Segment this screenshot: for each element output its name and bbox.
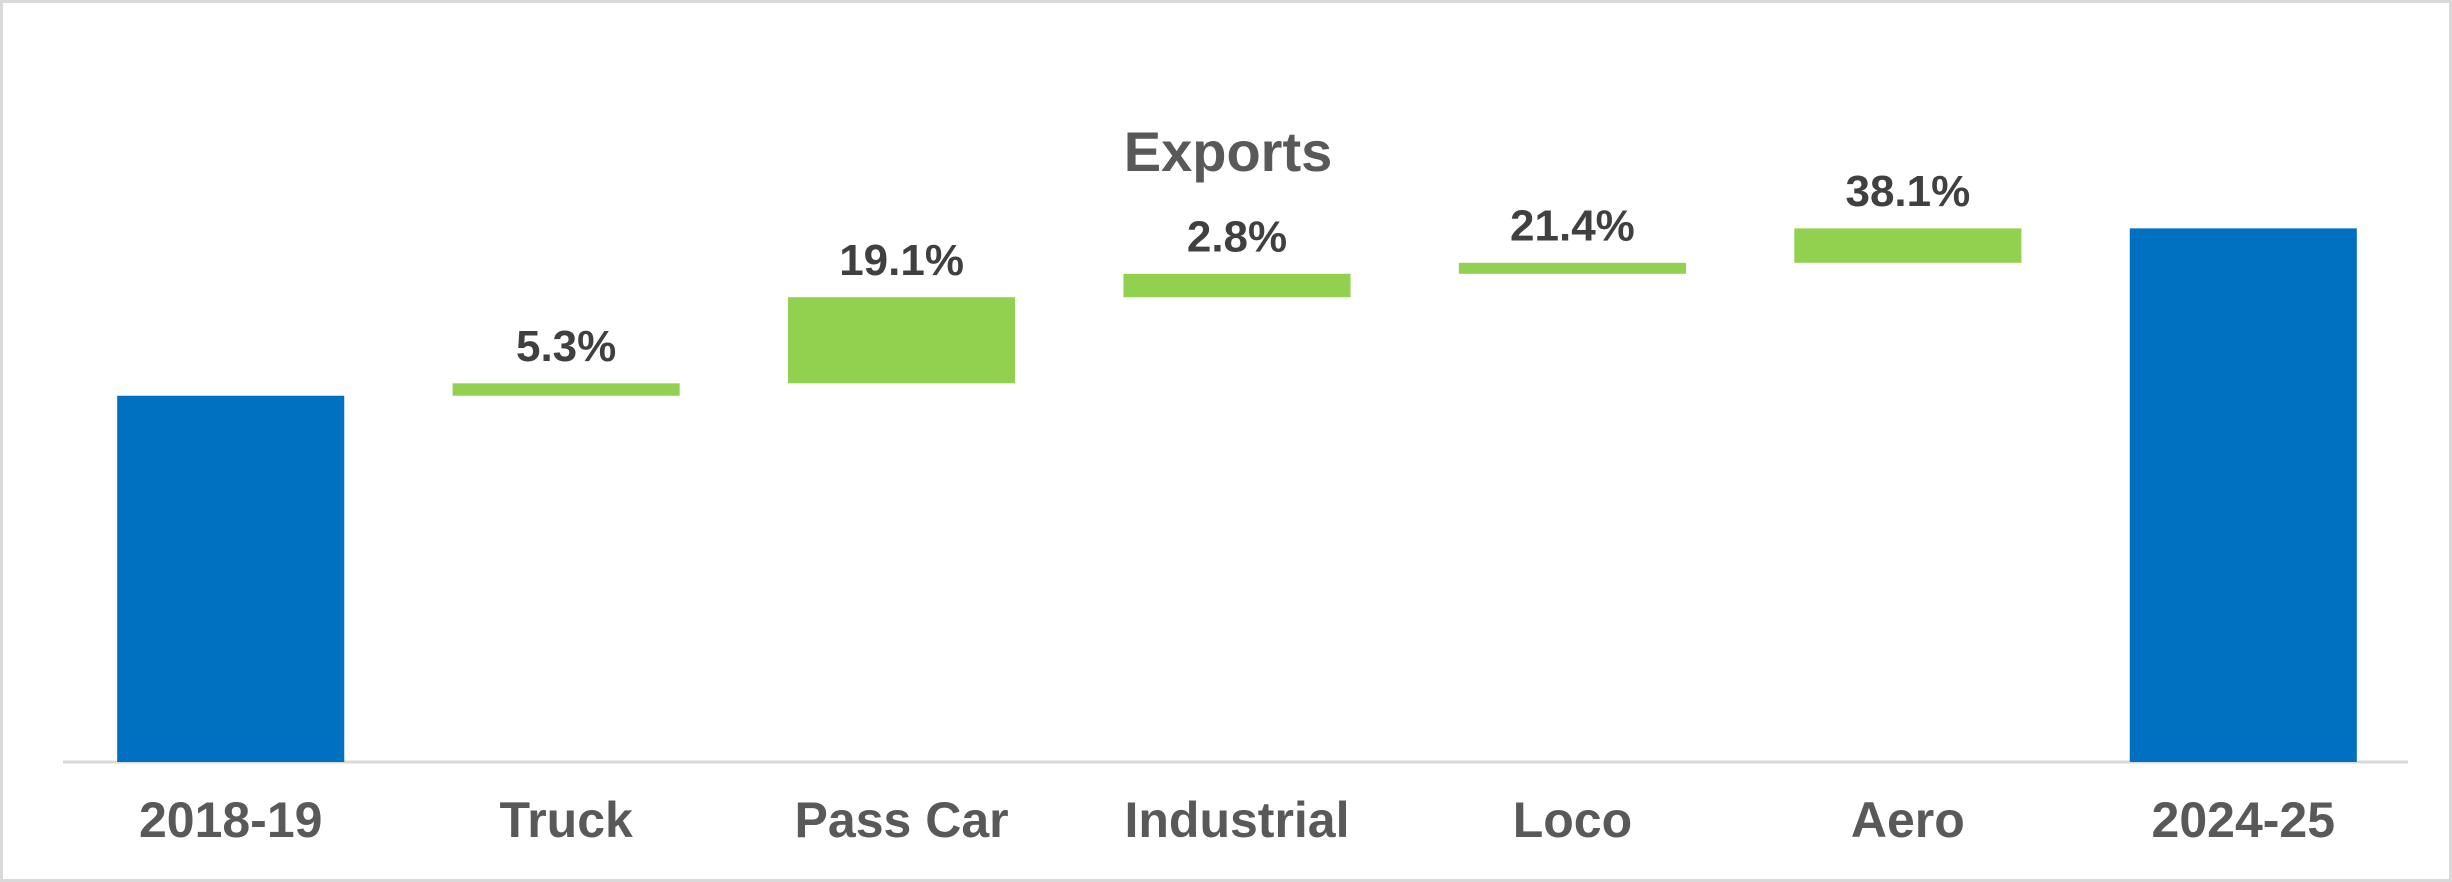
- chart-title: Exports: [1124, 120, 1333, 183]
- bar: [117, 395, 345, 762]
- data-label: 2.8%: [1187, 212, 1287, 261]
- x-tick-label: 2018-19: [139, 792, 323, 848]
- bar: [2129, 228, 2357, 762]
- x-tick-label: Truck: [499, 792, 633, 848]
- bar: [1794, 228, 2022, 263]
- data-label: 21.4%: [1510, 201, 1635, 250]
- bar: [452, 383, 680, 396]
- bar: [788, 297, 1016, 384]
- x-tick-label: Aero: [1851, 792, 1965, 848]
- data-label: 38.1%: [1845, 167, 1970, 216]
- data-label: 19.1%: [839, 236, 964, 285]
- x-tick-label: 2024-25: [2152, 792, 2336, 848]
- data-label: 5.3%: [516, 322, 616, 371]
- x-tick-label: Pass Car: [795, 792, 1009, 848]
- x-tick-label: Loco: [1513, 792, 1632, 848]
- bar: [1458, 262, 1686, 274]
- bar: [1123, 273, 1351, 298]
- x-tick-label: Industrial: [1124, 792, 1349, 848]
